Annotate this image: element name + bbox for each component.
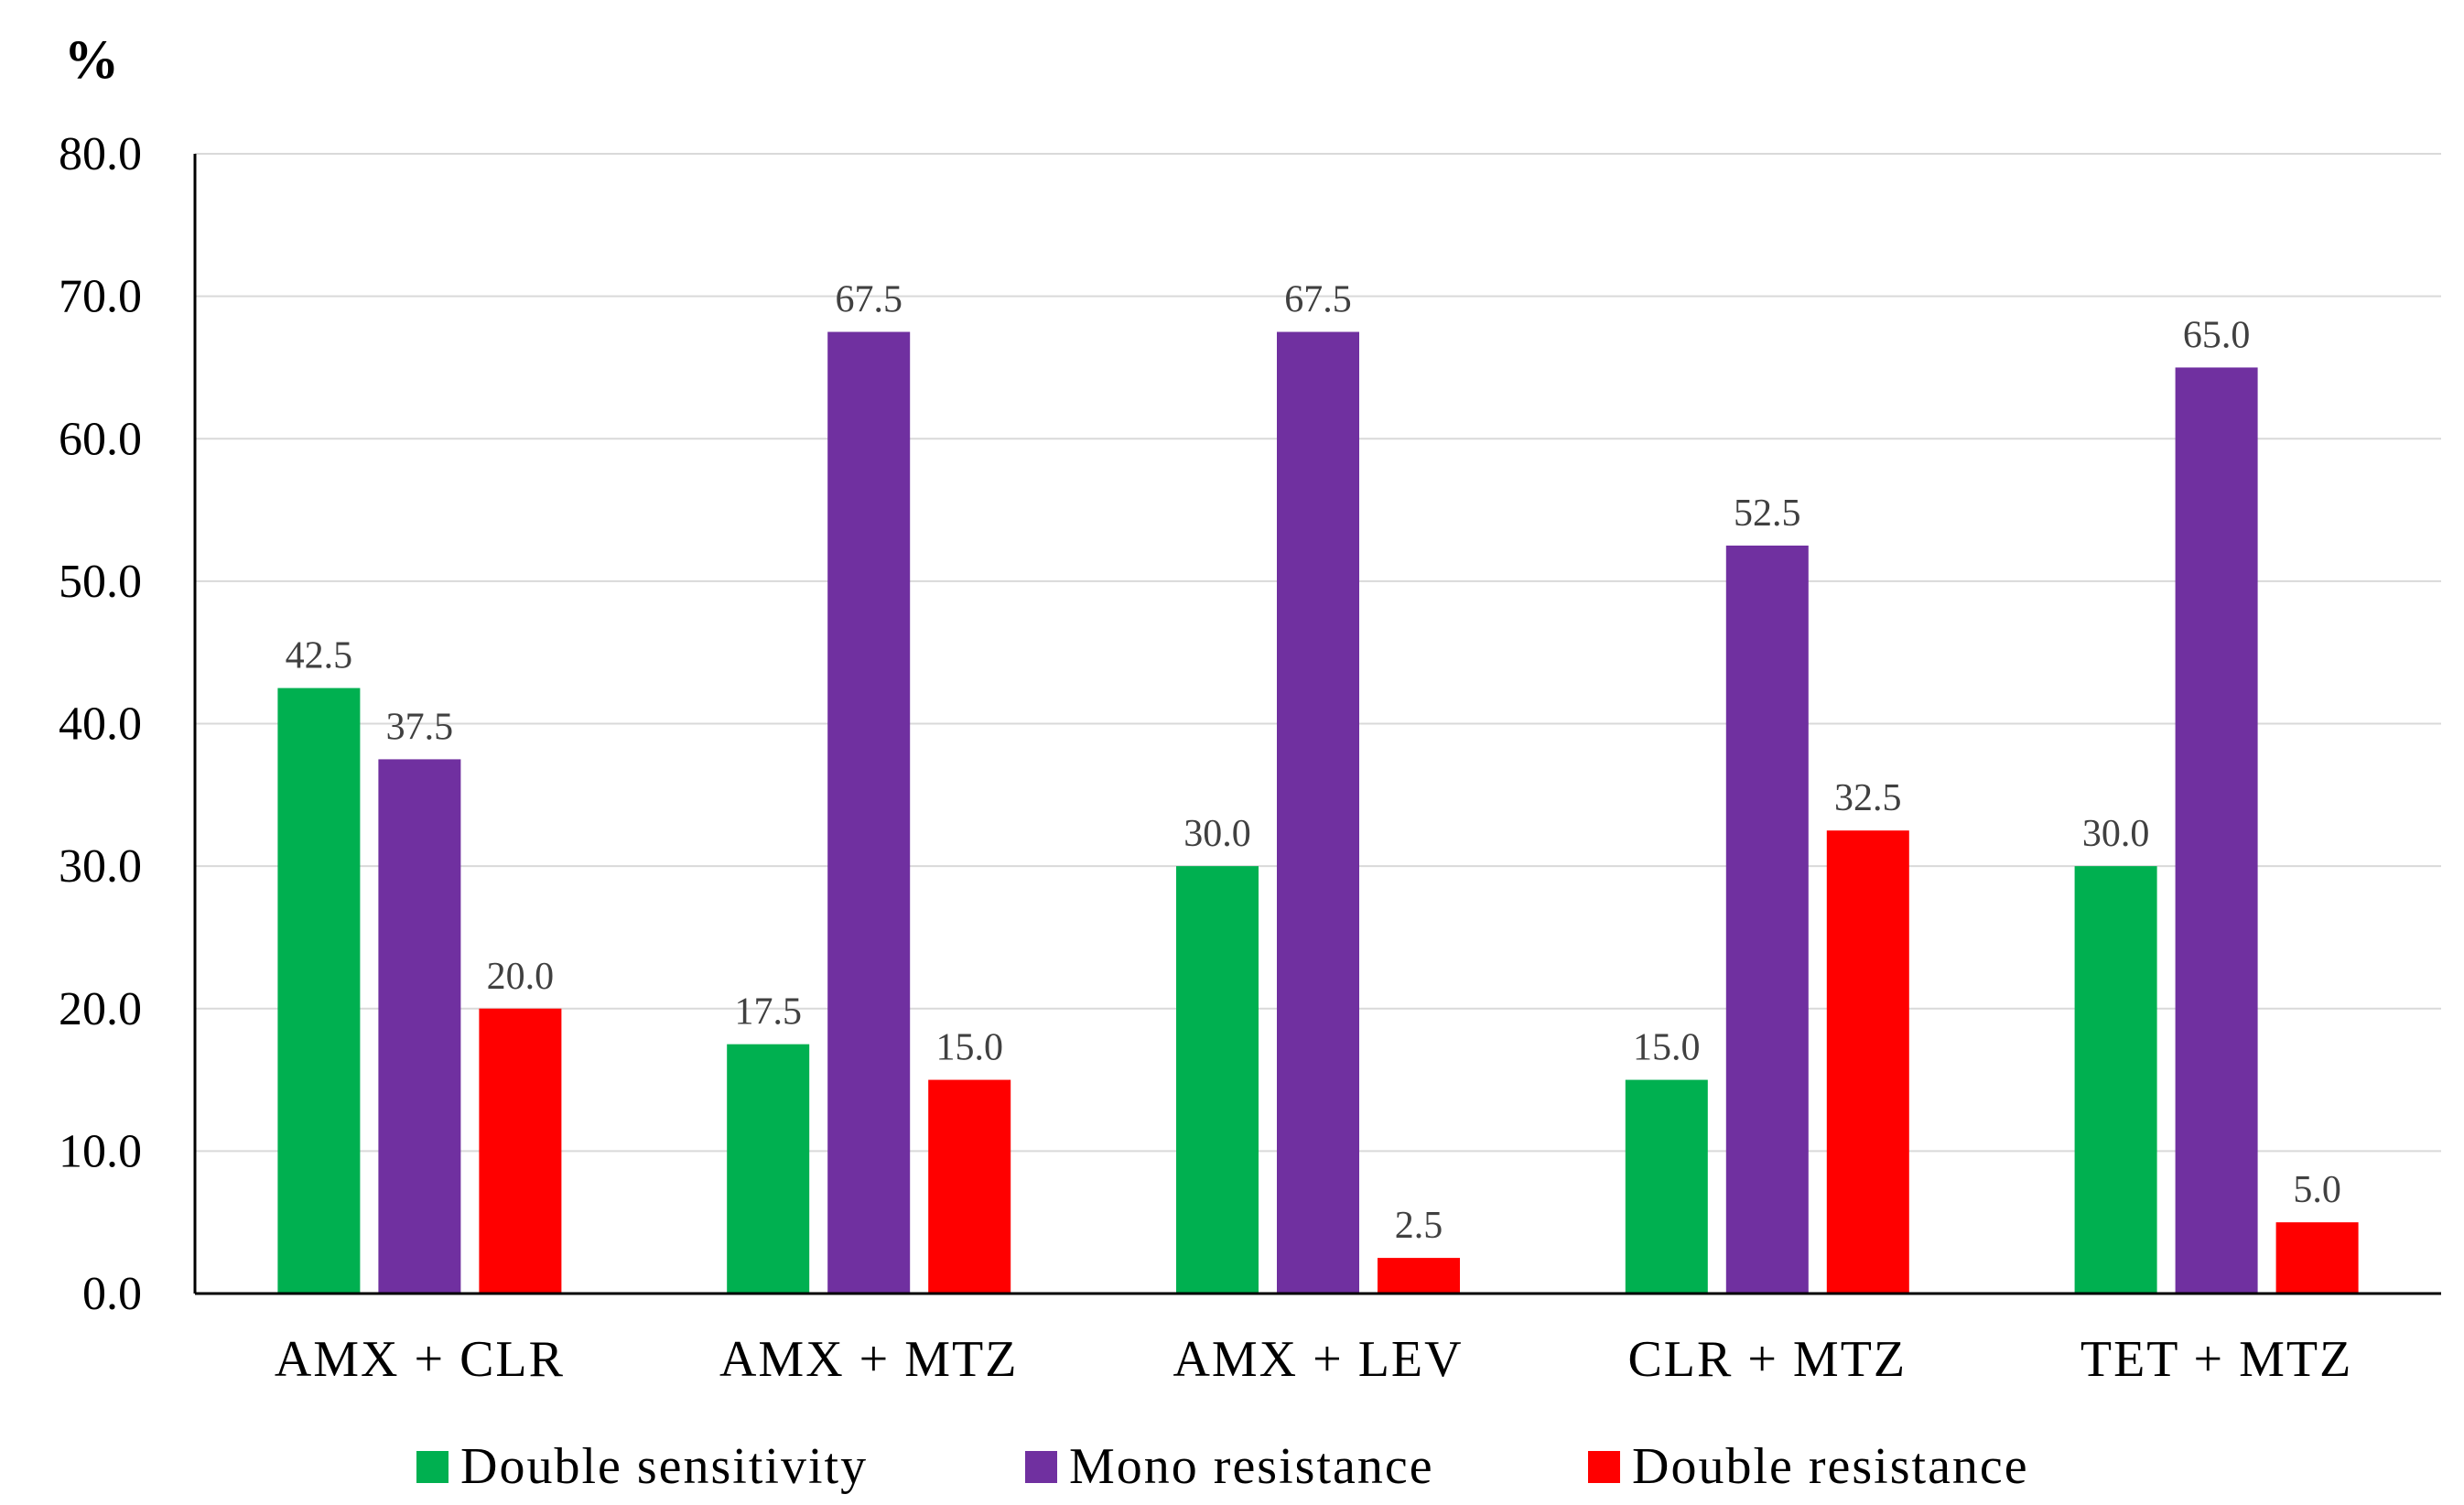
legend-swatch [1025,1451,1057,1483]
bar-double-resistance [2275,1222,2359,1294]
y-axis-unit-label: % [64,29,119,90]
data-labels: 42.5 37.5 20.0 17.5 67.5 15.0 30.0 67.5 2.5 15.0 5… [286,279,2341,1248]
legend-label: Double sensitivity [460,1438,868,1495]
legend-label: Double resistance [1632,1438,2029,1495]
legend-swatch [416,1451,448,1483]
y-tick-label: 50.0 [59,556,142,608]
x-category-label: TET + MTZ [2080,1331,2352,1388]
data-label: 5.0 [2293,1169,2341,1211]
data-label: 32.5 [1834,777,1902,819]
axes [193,154,2441,1295]
legend-swatch [1588,1451,1620,1483]
data-label: 15.0 [935,1027,1003,1069]
x-category-label: AMX + LEV [1173,1331,1463,1388]
y-tick-label: 0.0 [82,1268,142,1320]
data-label: 15.0 [1633,1027,1701,1069]
bar-double-sensitivity [2074,866,2157,1294]
x-category-label: AMX + CLR [275,1331,565,1388]
bar-double-sensitivity [727,1044,810,1294]
data-label: 67.5 [1284,279,1352,321]
bar-mono-resistance [827,331,911,1294]
data-label: 52.5 [1734,493,1801,535]
y-tick-label: 80.0 [59,128,142,180]
bar-double-resistance [928,1079,1011,1294]
y-tick-label: 20.0 [59,983,142,1035]
bars [277,331,2359,1294]
data-label: 42.5 [286,635,353,677]
bar-mono-resistance [1277,331,1359,1294]
data-label: 20.0 [487,956,555,998]
category-labels: AMX + CLR AMX + MTZ AMX + LEV CLR + MTZ TET … [275,1331,2352,1388]
bar-double-resistance [1826,830,1909,1294]
bar-double-sensitivity [1625,1079,1708,1294]
bar-mono-resistance [2175,367,2258,1294]
bar-double-resistance [1378,1258,1460,1294]
legend-label: Mono resistance [1069,1438,1434,1495]
legend: Double sensitivity Mono resistance Double … [416,1438,2029,1495]
data-label: 17.5 [734,991,802,1034]
bar-double-sensitivity [277,688,361,1294]
y-tick-label: 70.0 [59,271,142,323]
data-label: 30.0 [1183,813,1251,855]
bar-double-resistance [479,1008,562,1294]
y-axis-ticks: 0.0 10.0 20.0 30.0 40.0 50.0 60.0 70.0 80.0 [59,128,142,1320]
y-tick-label: 30.0 [59,840,142,893]
y-tick-label: 10.0 [59,1125,142,1177]
bar-mono-resistance [1725,545,1809,1294]
data-label: 30.0 [2082,813,2150,855]
data-label: 67.5 [835,279,902,321]
x-category-label: AMX + MTZ [719,1331,1018,1388]
bar-mono-resistance [378,759,461,1294]
x-category-label: CLR + MTZ [1627,1331,1907,1388]
bar-double-sensitivity [1176,866,1259,1294]
y-tick-label: 40.0 [59,698,142,751]
data-label: 37.5 [386,706,454,748]
y-tick-label: 60.0 [59,413,142,465]
data-label: 65.0 [2183,314,2251,356]
data-label: 2.5 [1395,1205,1443,1247]
